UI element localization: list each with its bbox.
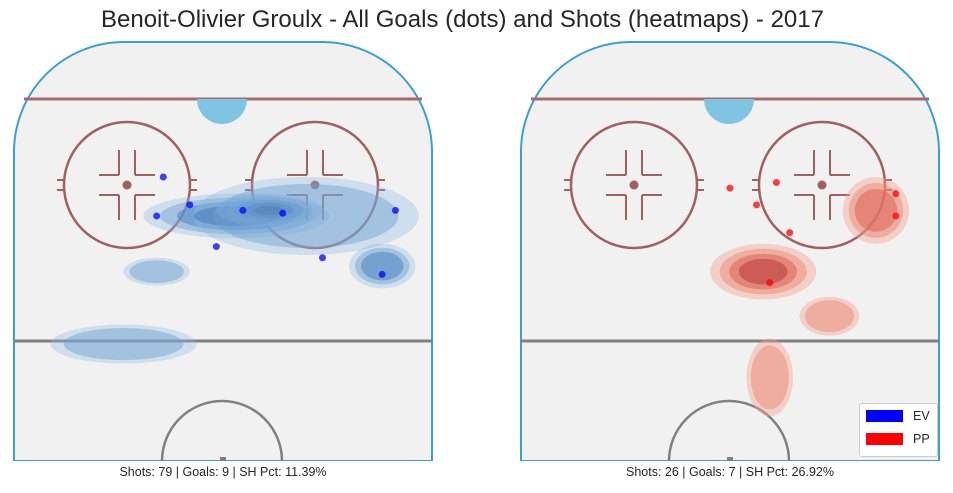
heat-contour — [738, 258, 788, 285]
faceoff-circle-left — [569, 120, 699, 250]
heatmap-right — [710, 176, 910, 417]
heat-contour — [213, 183, 399, 248]
heat-contour — [799, 296, 860, 336]
rink-right — [520, 41, 940, 461]
heat-contour — [63, 328, 184, 361]
chart-title: Benoit-Olivier Groulx - All Goals (dots)… — [101, 6, 824, 33]
heatmap-left — [50, 176, 419, 364]
goal-dot — [279, 209, 287, 217]
heat-contour — [193, 176, 419, 255]
goal-dot — [766, 279, 774, 287]
faceoff-circle-center — [160, 399, 284, 461]
heat-contour — [805, 300, 854, 333]
legend-item-pp: PP — [866, 432, 930, 446]
caption-right: Shots: 26 | Goals: 7 | SH Pct: 26.92% — [626, 465, 834, 479]
goal-dot — [239, 206, 247, 214]
faceoff-dot-right — [817, 180, 827, 190]
ice-surface — [520, 41, 940, 461]
goal-dot — [753, 201, 761, 209]
heat-contour — [123, 257, 190, 286]
goal-dot — [786, 229, 794, 237]
heat-contour — [750, 345, 789, 410]
goal-dots-left — [153, 173, 399, 278]
faceoff-dot-right — [310, 180, 320, 190]
goal-dot — [159, 173, 167, 181]
center-dot — [220, 457, 226, 461]
heat-contour — [254, 205, 285, 216]
heat-contour — [746, 338, 794, 417]
goal-dot — [726, 184, 734, 192]
goal-dot — [391, 206, 399, 214]
legend-item-ev: EV — [866, 409, 930, 423]
rink-base-right — [520, 41, 940, 461]
goal-dot — [153, 212, 161, 220]
legend-label-ev: EV — [913, 409, 930, 423]
center-dot — [727, 457, 733, 461]
goal-crease — [197, 99, 247, 124]
goal-dot — [212, 243, 220, 251]
goal-dot — [772, 179, 780, 187]
faceoff-circle-left — [62, 120, 192, 250]
rink-left — [13, 41, 433, 461]
faceoff-circle-right — [757, 120, 887, 250]
faceoff-dot-left — [629, 180, 639, 190]
faceoff-circle-right — [250, 120, 380, 250]
heat-contour — [50, 324, 197, 364]
caption-left: Shots: 79 | Goals: 9 | SH Pct: 11.39% — [119, 465, 327, 479]
goal-dot — [378, 270, 386, 278]
faceoff-dot-left — [122, 180, 132, 190]
heat-contour — [854, 188, 898, 232]
goal-dot — [186, 201, 194, 209]
ice-surface — [13, 41, 433, 461]
legend-swatch-ev — [866, 410, 903, 422]
goal-crease — [704, 99, 754, 124]
goal-dot — [892, 212, 900, 220]
goal-dot — [319, 254, 326, 262]
heat-contour — [360, 251, 404, 281]
legend-swatch-pp — [866, 433, 903, 445]
goal-dots-right — [726, 179, 900, 287]
legend-label-pp: PP — [913, 432, 930, 446]
faceoff-circle-center — [667, 399, 791, 461]
legend: EV PP — [859, 403, 938, 457]
heat-contour — [129, 260, 184, 284]
rink-base-left — [13, 41, 433, 461]
goal-dot — [892, 190, 900, 198]
